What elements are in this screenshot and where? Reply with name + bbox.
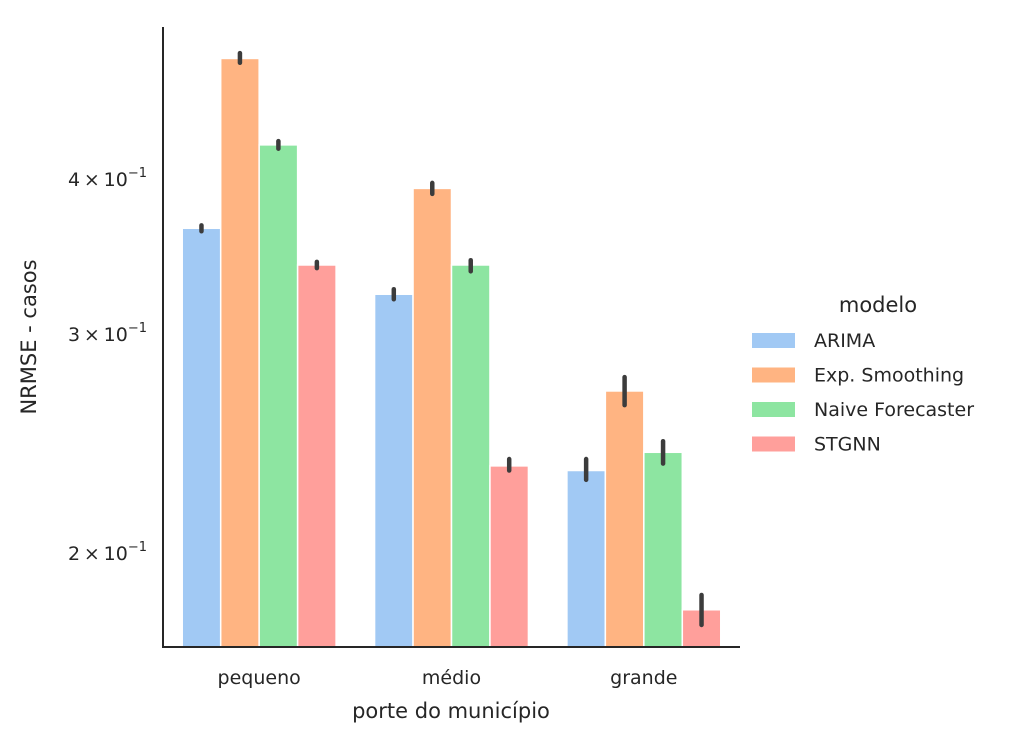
bars-layer [181, 57, 722, 648]
bar-naive-forecaster-pequeno [258, 144, 299, 648]
legend-label: Naive Forecaster [814, 399, 974, 421]
bar-exp-smoothing-médio [412, 187, 453, 648]
x-axis-title: porte do município [352, 699, 550, 723]
x-tick-label-0: pequeno [218, 667, 301, 689]
legend-title: modelo [839, 293, 917, 317]
x-tick-label-1: médio [422, 667, 481, 689]
y-tick-label: 3 × 10−1 [68, 321, 147, 346]
bar-arima-grande [566, 469, 607, 648]
legend-label: ARIMA [814, 330, 875, 352]
bar-arima-pequeno [181, 227, 222, 648]
legend-label: STGNN [814, 434, 881, 456]
bar-arima-médio [373, 293, 414, 648]
y-ticks: 2 × 10−1 3 × 10−1 4 × 10−1 [68, 166, 147, 565]
bar-exp-smoothing-grande [604, 390, 645, 648]
legend-swatch [752, 367, 795, 383]
legend-swatch [752, 436, 795, 452]
bar-exp-smoothing-pequeno [219, 57, 260, 648]
y-tick-label: 4 × 10−1 [68, 166, 147, 191]
legend: modelo ARIMA Exp. Smoothing Naive Forecast… [752, 293, 974, 456]
bar-naive-forecaster-grande [643, 451, 684, 648]
axes [162, 27, 740, 648]
x-ticks: pequeno médio grande [218, 667, 678, 689]
y-axis-title: NRMSE - casos [17, 259, 41, 414]
bar-stgnn-pequeno [296, 264, 337, 648]
y-tick-label: 2 × 10−1 [68, 540, 147, 565]
legend-label: Exp. Smoothing [814, 365, 964, 387]
legend-swatch [752, 402, 795, 417]
x-tick-label-2: grande [610, 667, 677, 689]
error-bars-layer [199, 50, 704, 628]
bar-naive-forecaster-médio [450, 264, 491, 648]
bar-stgnn-médio [489, 465, 530, 648]
legend-swatch [752, 333, 795, 348]
